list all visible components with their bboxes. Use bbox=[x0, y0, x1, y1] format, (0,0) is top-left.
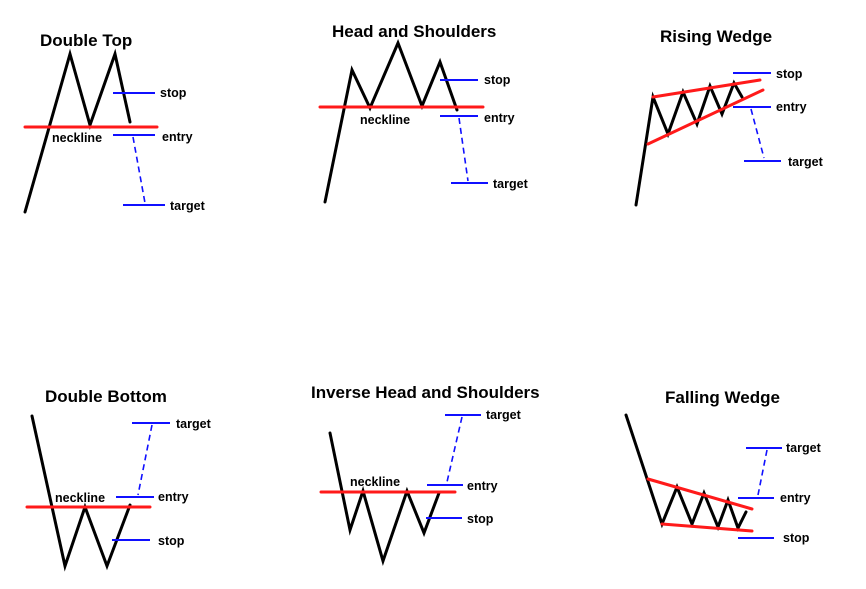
double-top-entry-label: entry bbox=[162, 130, 193, 144]
double-top-target-projection bbox=[132, 136, 146, 204]
double-bottom-target-label: target bbox=[176, 417, 212, 431]
double-bottom-stop-label: stop bbox=[158, 534, 185, 548]
inverse-head-and-shoulders-target-label: target bbox=[486, 408, 522, 422]
head-and-shoulders-pattern: Head and Shoulders neckline stop entry t… bbox=[318, 22, 529, 204]
rising-wedge-entry-label: entry bbox=[776, 100, 807, 114]
rising-wedge-title: Rising Wedge bbox=[660, 27, 772, 46]
falling-wedge-stop-label: stop bbox=[783, 531, 810, 545]
double-top-neckline-label: neckline bbox=[52, 131, 102, 145]
inverse-head-and-shoulders-price-line bbox=[328, 431, 441, 567]
rising-wedge-pattern: Rising Wedge stop entry target bbox=[634, 27, 824, 207]
falling-wedge-resistance-line bbox=[646, 477, 754, 511]
double-bottom-target-projection bbox=[137, 424, 153, 496]
rising-wedge-resistance-line bbox=[651, 78, 762, 99]
double-bottom-pattern: Double Bottom neckline target entry stop bbox=[25, 387, 212, 572]
rising-wedge-price-line bbox=[634, 79, 744, 207]
double-bottom-title: Double Bottom bbox=[45, 387, 167, 406]
falling-wedge-entry-label: entry bbox=[780, 491, 811, 505]
inverse-head-and-shoulders-neckline-label: neckline bbox=[350, 475, 400, 489]
head-and-shoulders-target-projection bbox=[458, 117, 469, 182]
head-and-shoulders-title: Head and Shoulders bbox=[332, 22, 496, 41]
head-and-shoulders-entry-label: entry bbox=[484, 111, 515, 125]
rising-wedge-target-projection bbox=[750, 108, 765, 159]
double-top-price-line bbox=[23, 48, 132, 214]
double-top-pattern: Double Top neckline stop entry target bbox=[23, 31, 206, 214]
falling-wedge-support-line bbox=[660, 522, 754, 533]
inverse-head-and-shoulders-target-projection bbox=[446, 416, 463, 483]
inverse-head-and-shoulders-entry-label: entry bbox=[467, 479, 498, 493]
falling-wedge-target-projection bbox=[757, 449, 768, 496]
double-top-stop-label: stop bbox=[160, 86, 187, 100]
falling-wedge-title: Falling Wedge bbox=[665, 388, 780, 407]
head-and-shoulders-stop-label: stop bbox=[484, 73, 511, 87]
falling-wedge-target-label: target bbox=[786, 441, 822, 455]
inverse-head-and-shoulders-stop-label: stop bbox=[467, 512, 494, 526]
inverse-head-and-shoulders-pattern: Inverse Head and Shoulders neckline targ… bbox=[311, 383, 540, 567]
double-bottom-entry-label: entry bbox=[158, 490, 189, 504]
rising-wedge-stop-label: stop bbox=[776, 67, 803, 81]
head-and-shoulders-neckline-label: neckline bbox=[360, 113, 410, 127]
double-bottom-neckline-label: neckline bbox=[55, 491, 105, 505]
head-and-shoulders-target-label: target bbox=[493, 177, 529, 191]
rising-wedge-target-label: target bbox=[788, 155, 824, 169]
inverse-head-and-shoulders-title: Inverse Head and Shoulders bbox=[311, 383, 540, 402]
falling-wedge-price-line bbox=[624, 413, 748, 532]
rising-wedge-support-line bbox=[646, 88, 765, 146]
falling-wedge-pattern: Falling Wedge target entry stop bbox=[624, 388, 822, 545]
double-top-target-label: target bbox=[170, 199, 206, 213]
head-and-shoulders-price-line bbox=[323, 39, 459, 204]
double-top-title: Double Top bbox=[40, 31, 132, 50]
